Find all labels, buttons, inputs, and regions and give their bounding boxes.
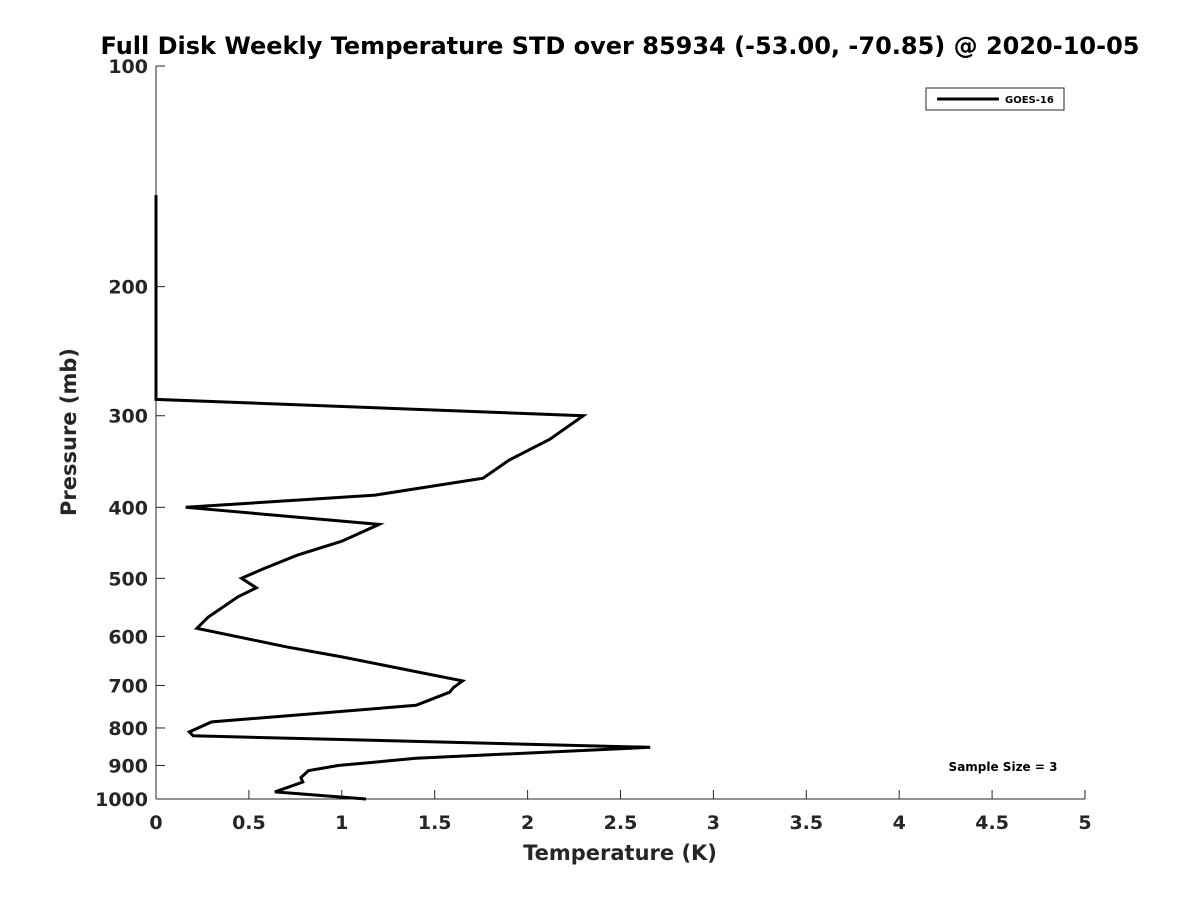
x-ticks: 0 0.5 1 1.5 2 2.5 3 3.5 4 4.5 5 bbox=[149, 790, 1092, 834]
legend-label: GOES-16 bbox=[1005, 95, 1054, 106]
y-tick-label: 400 bbox=[108, 497, 148, 519]
x-tick-label: 2.5 bbox=[604, 812, 638, 834]
x-tick-label: 1 bbox=[335, 812, 348, 834]
y-tick-label: 600 bbox=[108, 626, 148, 648]
x-tick-label: 3.5 bbox=[789, 812, 823, 834]
chart-title: Full Disk Weekly Temperature STD over 85… bbox=[101, 32, 1140, 60]
series-group bbox=[154, 195, 651, 801]
x-tick-label: 0.5 bbox=[232, 812, 266, 834]
x-tick-label: 3 bbox=[707, 812, 720, 834]
y-tick-label: 800 bbox=[108, 718, 148, 740]
series-line-goes-16 bbox=[154, 195, 651, 801]
x-tick-label: 4 bbox=[893, 812, 906, 834]
y-tick-label: 900 bbox=[108, 755, 148, 777]
x-tick-label: 5 bbox=[1078, 812, 1091, 834]
x-tick-label: 2 bbox=[521, 812, 534, 834]
y-tick-label: 200 bbox=[108, 277, 148, 299]
x-tick-label: 1.5 bbox=[418, 812, 452, 834]
x-tick-label: 4.5 bbox=[975, 812, 1009, 834]
y-tick-label: 1000 bbox=[95, 789, 148, 811]
axes: 0 0.5 1 1.5 2 2.5 3 3.5 4 4.5 5 100 200 300 400 500 600… bbox=[95, 56, 1092, 834]
y-axis-label: Pressure (mb) bbox=[57, 348, 81, 516]
legend: GOES-16 bbox=[925, 87, 1065, 111]
x-tick-label: 0 bbox=[149, 812, 162, 834]
x-axis-label: Temperature (K) bbox=[523, 841, 717, 865]
y-tick-label: 300 bbox=[108, 406, 148, 428]
y-tick-label: 700 bbox=[108, 675, 148, 697]
y-ticks: 100 200 300 400 500 600 700 800 900 1000 bbox=[95, 56, 165, 811]
y-tick-label: 100 bbox=[108, 56, 148, 78]
sample-size-annotation: Sample Size = 3 bbox=[949, 760, 1058, 774]
y-tick-label: 500 bbox=[108, 568, 148, 590]
